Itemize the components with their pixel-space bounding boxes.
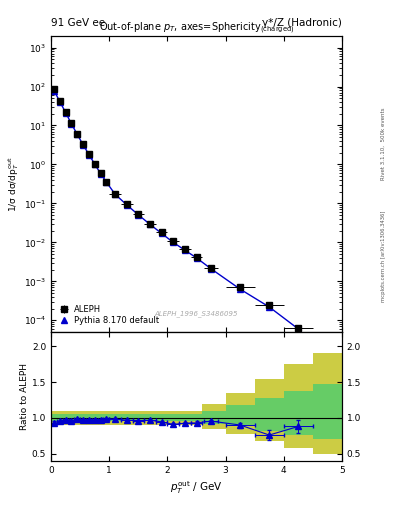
Pythia 8.170 default bbox=[81, 142, 85, 148]
Pythia 8.170 default bbox=[171, 239, 176, 245]
Line: Pythia 8.170 default: Pythia 8.170 default bbox=[51, 88, 301, 332]
Pythia 8.170 default bbox=[104, 179, 109, 185]
Pythia 8.170 default bbox=[113, 191, 118, 197]
Pythia 8.170 default bbox=[92, 161, 97, 167]
Text: mcplots.cern.ch [arXiv:1306.3436]: mcplots.cern.ch [arXiv:1306.3436] bbox=[381, 210, 386, 302]
Pythia 8.170 default bbox=[75, 132, 80, 138]
Legend: ALEPH, Pythia 8.170 default: ALEPH, Pythia 8.170 default bbox=[55, 303, 162, 328]
Pythia 8.170 default bbox=[148, 221, 152, 227]
Pythia 8.170 default bbox=[63, 110, 68, 116]
Pythia 8.170 default bbox=[182, 247, 187, 253]
X-axis label: $p_T^{\rm out}$ / GeV: $p_T^{\rm out}$ / GeV bbox=[170, 479, 223, 496]
Text: γ*/Z (Hadronic): γ*/Z (Hadronic) bbox=[262, 18, 342, 28]
Text: ALEPH_1996_S3486095: ALEPH_1996_S3486095 bbox=[155, 310, 238, 317]
Pythia 8.170 default bbox=[238, 286, 242, 292]
Text: 91 GeV ee: 91 GeV ee bbox=[51, 18, 105, 28]
Pythia 8.170 default bbox=[98, 170, 103, 177]
Y-axis label: Ratio to ALEPH: Ratio to ALEPH bbox=[20, 363, 29, 430]
Text: Rivet 3.1.10,  500k events: Rivet 3.1.10, 500k events bbox=[381, 107, 386, 180]
Pythia 8.170 default bbox=[194, 255, 199, 261]
Pythia 8.170 default bbox=[209, 266, 213, 272]
Title: Out-of-plane $p_T$, axes=Sphericity$_{\rm (charged)}$: Out-of-plane $p_T$, axes=Sphericity$_{\r… bbox=[99, 20, 294, 36]
Pythia 8.170 default bbox=[159, 230, 164, 237]
Pythia 8.170 default bbox=[69, 121, 74, 127]
Pythia 8.170 default bbox=[267, 304, 272, 310]
Pythia 8.170 default bbox=[86, 152, 91, 158]
Y-axis label: 1/σ dσ/dp$_T^{\rm out}$: 1/σ dσ/dp$_T^{\rm out}$ bbox=[6, 156, 21, 211]
Pythia 8.170 default bbox=[124, 202, 129, 208]
Pythia 8.170 default bbox=[57, 98, 62, 104]
Pythia 8.170 default bbox=[136, 212, 141, 218]
Pythia 8.170 default bbox=[51, 88, 56, 94]
Pythia 8.170 default bbox=[296, 326, 301, 332]
